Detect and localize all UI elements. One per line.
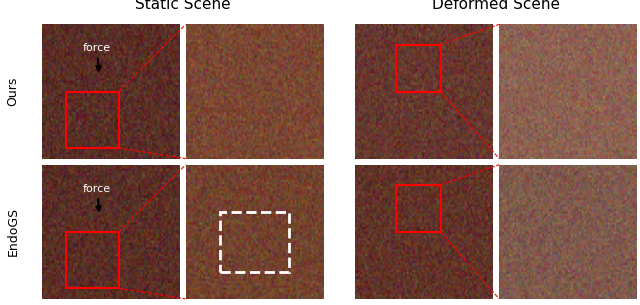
Text: EndoGS: EndoGS	[6, 207, 19, 257]
Text: force: force	[83, 184, 111, 211]
Text: Static Scene: Static Scene	[134, 0, 230, 12]
Bar	[220, 212, 289, 272]
Text: force: force	[83, 43, 111, 70]
Bar	[397, 185, 440, 232]
Text: Ours: Ours	[6, 77, 19, 106]
Bar	[67, 232, 118, 288]
Bar	[67, 92, 118, 148]
Bar	[397, 45, 440, 92]
Text: Deformed Scene: Deformed Scene	[432, 0, 560, 12]
